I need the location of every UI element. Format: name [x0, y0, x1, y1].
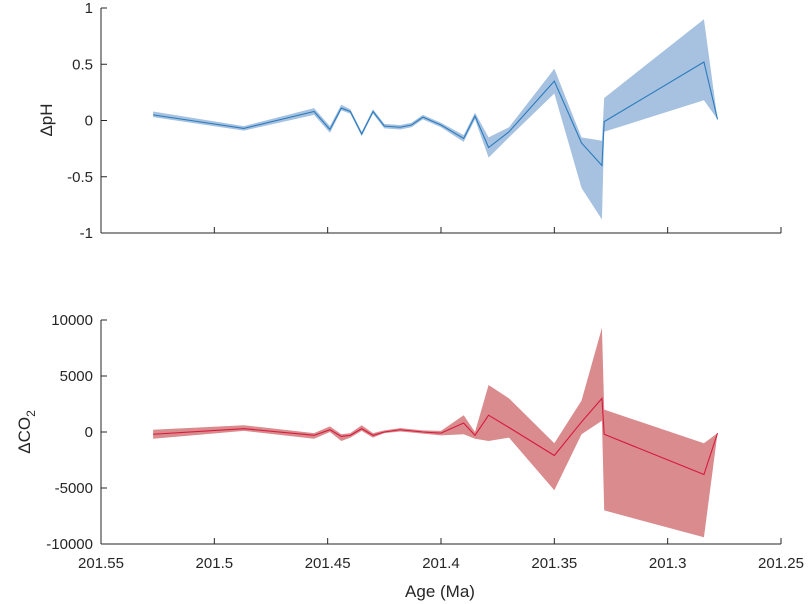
ph-series-line [153, 61, 719, 167]
x-tick-label: 201.5 [196, 555, 234, 572]
co2-y-tick-label: 0 [85, 424, 93, 441]
x-tick-label: 201.35 [531, 555, 577, 572]
co2-y-ticks: 10000 5000 0 -5000 -10000 [46, 312, 107, 553]
ph-y-tick-label: 0 [85, 113, 93, 130]
ph-panel: 1 0.5 0 -0.5 -1 ΔpH [37, 0, 782, 242]
x-tick-label: 201.55 [78, 555, 124, 572]
co2-y-tick-label: -5000 [55, 480, 93, 497]
co2-y-axis-label: ΔCO2 [15, 410, 38, 454]
ph-y-tick-label: 1 [85, 0, 93, 17]
co2-y-tick-label: 10000 [51, 312, 93, 329]
ph-y-axis-label: ΔpH [37, 103, 56, 136]
ph-y-ticks: 1 0.5 0 -0.5 -1 [67, 0, 107, 242]
co2-y-tick-label: -10000 [46, 536, 93, 553]
ph-y-tick-label: -0.5 [67, 169, 93, 186]
x-axis-label: Age (Ma) [405, 582, 475, 601]
ph-y-tick-label: -1 [80, 225, 93, 242]
ph-band-area [153, 19, 718, 220]
x-tick-label: 201.4 [422, 555, 460, 572]
x-tick-label: 201.3 [649, 555, 687, 572]
x-tick-label: 201.25 [758, 555, 804, 572]
co2-y-tick-label: 5000 [60, 368, 93, 385]
co2-x-ticks: 201.55 201.5 201.45 201.4 201.35 201.3 201.25 [78, 538, 804, 572]
ph-uncertainty-band [153, 19, 718, 220]
co2-series-line [153, 397, 719, 476]
x-tick-label: 201.45 [305, 555, 351, 572]
ph-y-tick-label: 0.5 [72, 56, 93, 73]
